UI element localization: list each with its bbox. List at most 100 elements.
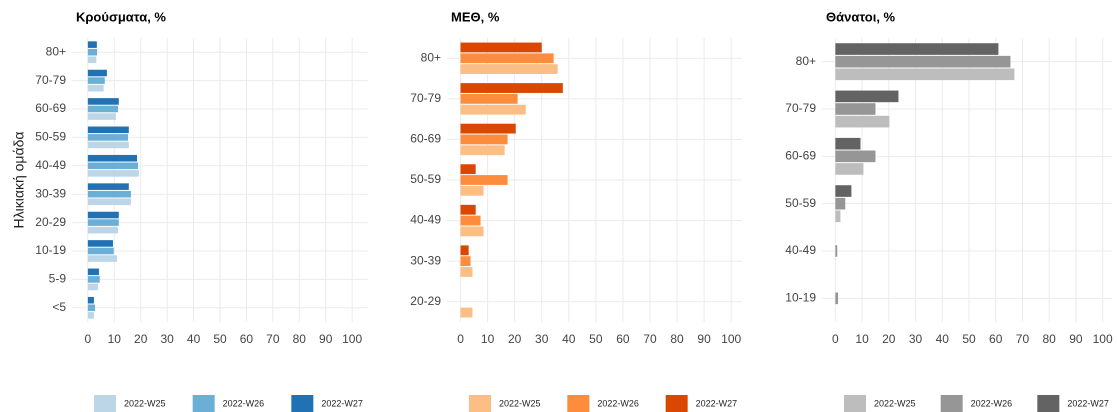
y-tick-label: 70-79	[410, 91, 441, 105]
x-tick-label: 70	[643, 332, 657, 346]
bar	[460, 204, 476, 215]
legend-label: 2022-W25	[124, 398, 166, 408]
legend-swatch	[844, 395, 866, 412]
bar	[87, 183, 129, 190]
bar	[835, 163, 864, 175]
bar	[460, 164, 476, 175]
chart-title: Θάνατοι, %	[826, 9, 896, 24]
bar	[835, 90, 899, 103]
legend-swatch	[1037, 395, 1060, 412]
x-tick-label: 0	[457, 332, 464, 346]
bar	[87, 56, 97, 64]
y-tick-label: 80+	[796, 54, 816, 68]
bar	[460, 267, 473, 277]
legend-swatch	[469, 395, 491, 412]
y-tick-label: 80+	[46, 44, 66, 58]
legend-label: 2022-W26	[223, 398, 265, 408]
bar	[835, 185, 852, 197]
bar	[835, 245, 838, 257]
bar	[87, 304, 95, 312]
legend-swatch	[291, 395, 314, 412]
x-tick-label: 20	[882, 332, 896, 346]
bar	[87, 240, 113, 247]
bar	[87, 268, 99, 276]
bar	[460, 134, 508, 145]
bar	[87, 255, 117, 262]
bar	[87, 41, 97, 48]
bar	[87, 98, 119, 105]
bar	[87, 105, 118, 113]
y-tick-label: 70-79	[785, 101, 816, 115]
x-tick-label: 0	[85, 332, 92, 346]
x-tick-label: 100	[342, 332, 362, 346]
bar	[835, 137, 861, 150]
bar	[87, 154, 138, 162]
y-tick-label: <5	[52, 300, 66, 314]
bar	[87, 276, 100, 283]
x-tick-label: 80	[1043, 332, 1057, 346]
y-tick-label: 50-59	[35, 130, 66, 144]
legend-swatch	[665, 395, 688, 412]
y-tick-label: 40-49	[35, 158, 66, 172]
bar	[835, 197, 846, 210]
bar	[835, 150, 876, 163]
y-axis-title: Ηλικιακή ομάδα	[11, 132, 27, 229]
bar	[460, 64, 558, 75]
x-tick-label: 90	[697, 332, 711, 346]
bar	[460, 256, 471, 267]
x-tick-label: 30	[535, 332, 549, 346]
bar	[460, 307, 473, 318]
x-tick-label: 40	[936, 332, 950, 346]
x-tick-label: 70	[266, 332, 280, 346]
legend-label: 2022-W27	[696, 398, 738, 408]
x-tick-label: 50	[589, 332, 603, 346]
x-tick-label: 100	[1093, 332, 1113, 346]
legend-label: 2022-W27	[1067, 398, 1109, 408]
legend-label: 2022-W26	[971, 398, 1013, 408]
bar	[87, 141, 129, 149]
y-tick-label: 80+	[421, 50, 441, 64]
x-tick-label: 100	[721, 332, 741, 346]
legend-label: 2022-W25	[874, 398, 916, 408]
x-tick-label: 80	[293, 332, 307, 346]
y-tick-label: 70-79	[35, 73, 66, 87]
y-tick-label: 60-69	[785, 149, 816, 163]
bar	[87, 198, 131, 206]
bar	[87, 48, 98, 56]
legend-swatch	[94, 395, 116, 412]
x-tick-label: 40	[562, 332, 576, 346]
bar	[87, 219, 119, 226]
x-tick-label: 20	[134, 332, 148, 346]
x-tick-label: 50	[962, 332, 976, 346]
bar	[87, 190, 131, 198]
x-tick-label: 10	[108, 332, 122, 346]
bar	[87, 84, 104, 92]
y-tick-label: 50-59	[785, 196, 816, 210]
bar	[87, 134, 129, 141]
x-tick-label: 80	[670, 332, 684, 346]
bar	[460, 185, 484, 196]
bar	[835, 55, 1011, 68]
x-tick-label: 30	[160, 332, 174, 346]
x-tick-label: 60	[240, 332, 254, 346]
x-tick-label: 10	[855, 332, 869, 346]
bar	[835, 292, 839, 305]
bar	[835, 210, 841, 223]
bar	[87, 226, 118, 234]
bar	[87, 126, 129, 134]
y-tick-label: 60-69	[35, 101, 66, 115]
x-tick-label: 30	[909, 332, 923, 346]
y-tick-label: 40-49	[410, 213, 441, 227]
legend-swatch	[192, 395, 215, 412]
x-tick-label: 60	[989, 332, 1003, 346]
x-tick-label: 20	[508, 332, 522, 346]
bar	[460, 123, 516, 134]
bar	[87, 113, 116, 120]
bar	[460, 93, 518, 104]
y-tick-label: 5-9	[49, 272, 67, 286]
bar	[460, 83, 563, 93]
legend-label: 2022-W27	[321, 398, 363, 408]
chart-title: Κρούσματα, %	[76, 9, 166, 24]
bar	[87, 312, 94, 319]
